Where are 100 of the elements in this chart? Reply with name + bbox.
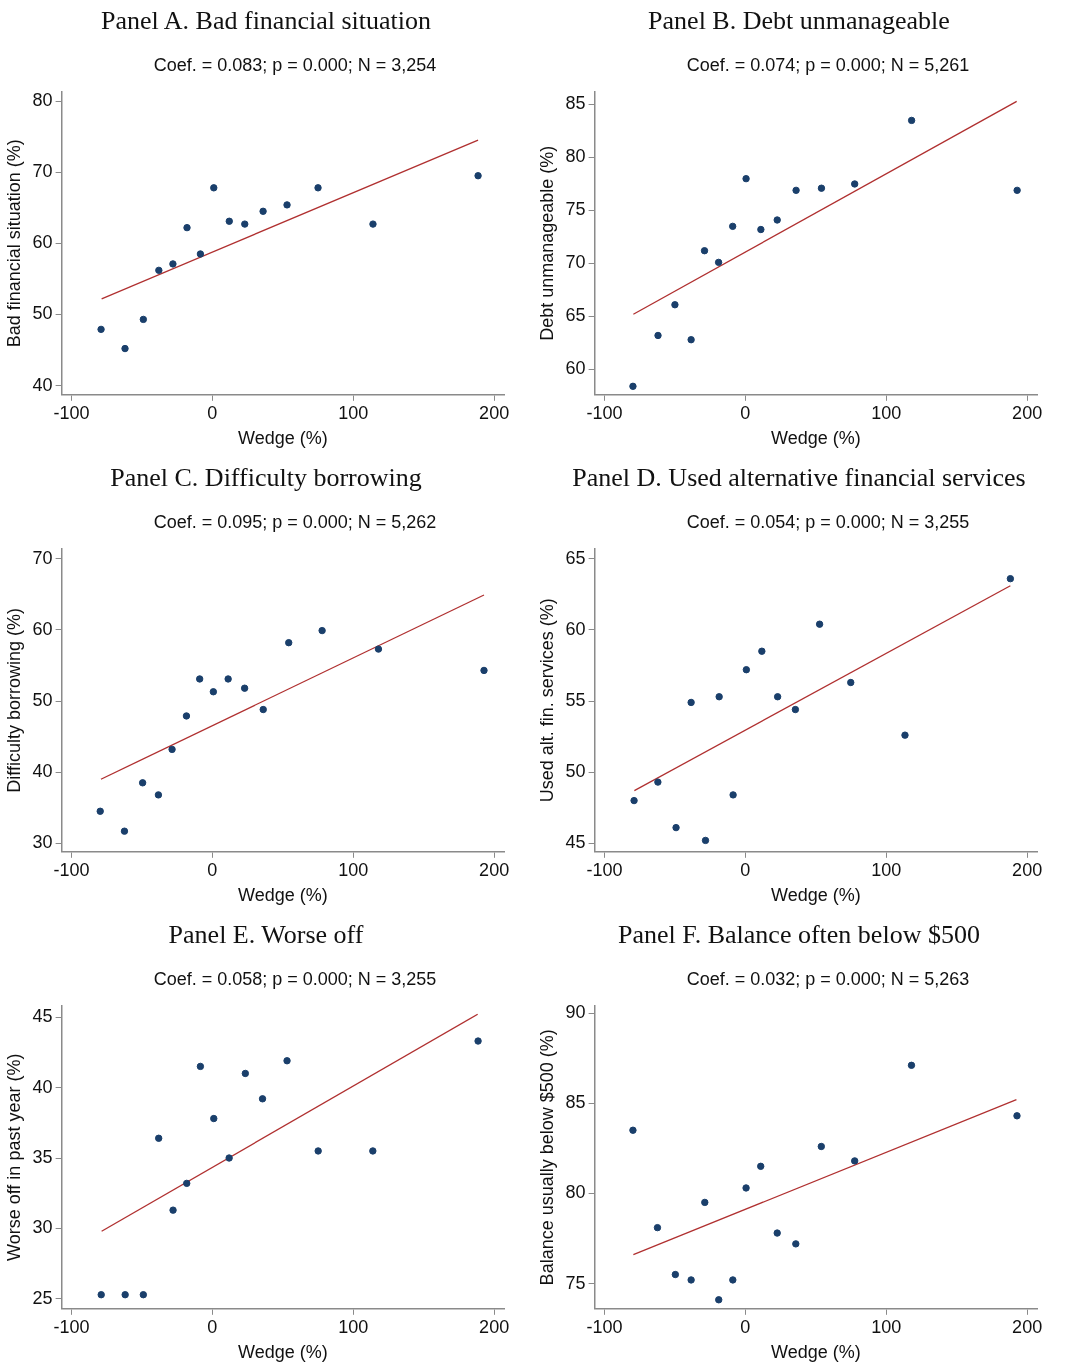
point	[314, 1147, 322, 1155]
point	[687, 336, 695, 344]
chart-subtitle: Coef. = 0.074; p = 0.000; N = 5,261	[685, 55, 971, 76]
x-axis-title: Wedge (%)	[237, 885, 328, 906]
point	[715, 693, 723, 701]
point	[847, 678, 855, 687]
y-tick-label: 55	[565, 689, 586, 710]
point	[155, 266, 163, 275]
chart-subtitle: Coef. = 0.058; p = 0.000; N = 3,255	[152, 969, 438, 990]
point	[480, 666, 488, 675]
y-tick-label: 75	[565, 1272, 586, 1293]
y-axis-title: Worse off in past year (%)	[3, 1053, 24, 1262]
point	[714, 258, 723, 267]
y-axis-title: Balance usually below $500 (%)	[536, 1029, 557, 1286]
chart-title: Panel E. Worse off	[167, 920, 365, 950]
point	[258, 1095, 267, 1103]
point	[757, 225, 765, 234]
point	[851, 1157, 859, 1165]
x-tick-label: 0	[740, 859, 751, 880]
point	[773, 216, 781, 224]
point	[139, 315, 148, 324]
point	[907, 116, 916, 125]
point	[474, 172, 482, 180]
y-tick-label: 45	[565, 832, 586, 853]
point	[318, 626, 326, 635]
point	[168, 745, 176, 754]
point	[630, 796, 638, 805]
point	[225, 217, 233, 225]
point	[773, 693, 782, 701]
x-tick-label: -100	[53, 402, 90, 423]
x-tick-label: 200	[1012, 402, 1043, 423]
point	[183, 223, 191, 232]
point	[1006, 574, 1015, 583]
y-tick-label: 30	[32, 832, 53, 853]
x-tick-label: 100	[871, 402, 902, 423]
x-tick-label: -100	[53, 1316, 90, 1337]
point	[687, 698, 695, 707]
x-axis-title: Wedge (%)	[770, 1342, 861, 1363]
point	[225, 1154, 233, 1162]
point	[97, 1291, 105, 1299]
point	[728, 222, 737, 231]
y-tick-label: 90	[565, 1001, 586, 1022]
point	[654, 331, 662, 340]
point	[851, 180, 859, 188]
y-tick-label: 60	[565, 618, 586, 639]
point	[196, 1062, 205, 1071]
point	[687, 1276, 695, 1284]
point	[154, 791, 163, 799]
point	[672, 823, 680, 832]
point	[224, 675, 232, 683]
point	[629, 382, 637, 391]
y-tick-label: 40	[32, 761, 53, 782]
point	[901, 731, 909, 739]
point	[259, 207, 267, 215]
point	[138, 779, 147, 787]
y-axis-title: Used alt. fin. services (%)	[536, 598, 557, 803]
chart-subtitle: Coef. = 0.095; p = 0.000; N = 5,262	[152, 512, 438, 533]
point	[169, 1206, 177, 1214]
chart-title: Panel A. Bad financial situation	[100, 6, 432, 36]
chart-title: Panel B. Debt unmanageable	[647, 6, 951, 36]
x-tick-label: 100	[338, 859, 369, 880]
point	[729, 1276, 737, 1284]
point	[757, 1162, 765, 1171]
point	[671, 1270, 680, 1279]
y-tick-label: 65	[565, 547, 586, 568]
point	[817, 184, 826, 192]
point	[195, 675, 204, 683]
y-tick-label: 70	[565, 252, 586, 273]
x-axis-title: Wedge (%)	[237, 1342, 328, 1363]
y-tick-label: 70	[32, 547, 53, 568]
x-axis-title: Wedge (%)	[237, 428, 328, 449]
x-tick-label: -100	[586, 859, 623, 880]
point	[121, 1291, 129, 1299]
point	[96, 807, 104, 815]
x-tick-label: 0	[207, 402, 218, 423]
point	[907, 1061, 916, 1070]
y-axis-title: Debt unmanageable (%)	[536, 145, 557, 341]
point	[701, 836, 710, 845]
y-tick-label: 30	[32, 1217, 53, 1238]
point	[283, 201, 291, 209]
point	[1013, 1112, 1021, 1120]
point	[700, 247, 709, 255]
point	[209, 688, 218, 696]
point	[210, 1114, 218, 1123]
x-tick-label: 100	[338, 1316, 369, 1337]
y-axis-title: Difficulty borrowing (%)	[3, 607, 24, 793]
point	[97, 325, 105, 334]
point	[196, 250, 205, 258]
chart-title: Panel D. Used alternative financial services	[571, 463, 1027, 493]
chart-subtitle: Coef. = 0.083; p = 0.000; N = 3,254	[152, 55, 438, 76]
point	[654, 778, 662, 786]
x-tick-label: 200	[479, 859, 510, 880]
point	[182, 712, 191, 720]
y-tick-label: 75	[565, 199, 586, 220]
y-tick-label: 60	[32, 232, 53, 253]
point	[183, 1179, 191, 1188]
x-tick-label: -100	[53, 859, 90, 880]
x-tick-label: 100	[871, 1316, 902, 1337]
point	[817, 1142, 826, 1151]
point	[210, 184, 218, 192]
